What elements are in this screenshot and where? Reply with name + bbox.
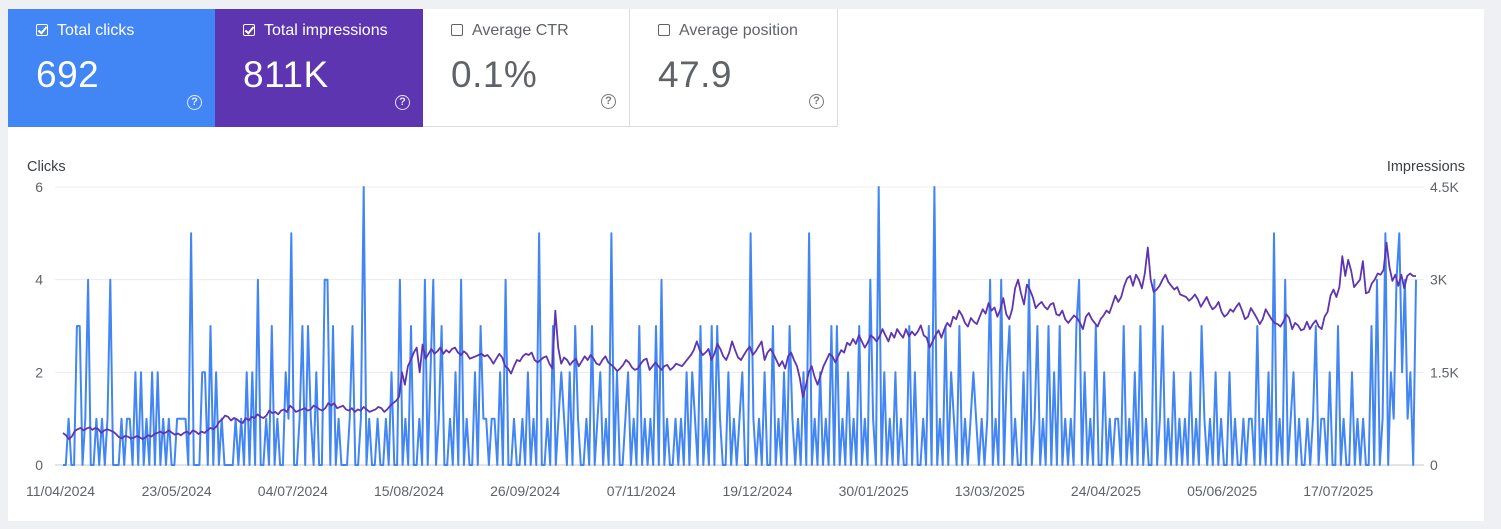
x-tick-label: 04/07/2024	[258, 483, 328, 499]
checkbox-checked-icon[interactable]	[243, 24, 255, 36]
metric-label: Total impressions	[264, 22, 388, 39]
y-axis-title-right: Impressions	[1387, 159, 1465, 175]
y-tick-label-left: 0	[35, 457, 43, 473]
metric-total-clicks[interactable]: Total clicks 692 ?	[8, 9, 215, 127]
metric-value: 47.9	[658, 54, 733, 95]
x-tick-label: 13/03/2025	[955, 483, 1025, 499]
checkbox-checked-icon[interactable]	[36, 24, 48, 36]
x-tick-label: 30/01/2025	[839, 483, 909, 499]
checkbox-unchecked-icon[interactable]	[658, 24, 670, 36]
x-tick-label: 15/08/2024	[374, 483, 444, 499]
metric-total-impressions[interactable]: Total impressions 811K ?	[215, 9, 423, 127]
metric-label: Average position	[679, 22, 798, 39]
x-tick-label: 24/04/2025	[1071, 483, 1141, 499]
series-line-clicks	[63, 186, 1417, 466]
metric-value: 811K	[243, 54, 329, 95]
y-tick-label-right: 3K	[1430, 272, 1448, 288]
series-layer	[62, 186, 1417, 466]
metric-value: 0.1%	[451, 54, 538, 95]
y-tick-label-left: 2	[35, 364, 43, 380]
series-line-impressions	[62, 241, 1416, 441]
metric-average-ctr[interactable]: Average CTR 0.1% ?	[423, 9, 630, 127]
metric-label: Total clicks	[57, 22, 135, 39]
x-tick-label: 05/06/2025	[1187, 483, 1257, 499]
metric-average-position[interactable]: Average position 47.9 ?	[630, 9, 838, 127]
metric-value: 692	[36, 54, 100, 95]
y-tick-label-right: 1.5K	[1430, 364, 1459, 380]
y-axis-title-left: Clicks	[27, 159, 66, 175]
y-tick-label-left: 6	[35, 179, 43, 195]
help-icon[interactable]: ?	[601, 94, 616, 109]
y-tick-label-left: 4	[35, 272, 43, 288]
y-ticks-left: 0 2 4 6	[35, 179, 43, 473]
help-icon[interactable]: ?	[809, 94, 824, 109]
y-tick-label-right: 4.5K	[1430, 179, 1459, 195]
chart-gridlines	[55, 186, 1424, 466]
x-tick-label: 19/12/2024	[722, 483, 792, 499]
y-tick-label-right: 0	[1430, 457, 1438, 473]
help-icon[interactable]: ?	[187, 95, 202, 110]
performance-chart: Clicks Impressions 0 2 4 6 0 1.5K 3K 4.5K 11/0…	[26, 159, 1465, 499]
x-tick-label: 11/04/2024	[26, 483, 95, 499]
x-tick-label: 07/11/2024	[607, 483, 676, 499]
help-icon[interactable]: ?	[395, 95, 410, 110]
x-tick-label: 17/07/2025	[1303, 483, 1373, 499]
performance-card: Total clicks 692 ? Total impressions 811…	[8, 9, 1484, 521]
metric-label: Average CTR	[472, 22, 569, 39]
x-ticks: 11/04/2024 23/05/2024 04/07/2024 15/08/2024…	[26, 483, 1373, 499]
y-ticks-right: 0 1.5K 3K 4.5K	[1430, 179, 1459, 473]
x-tick-label: 26/09/2024	[490, 483, 560, 499]
x-tick-label: 23/05/2024	[142, 483, 212, 499]
checkbox-unchecked-icon[interactable]	[451, 24, 463, 36]
